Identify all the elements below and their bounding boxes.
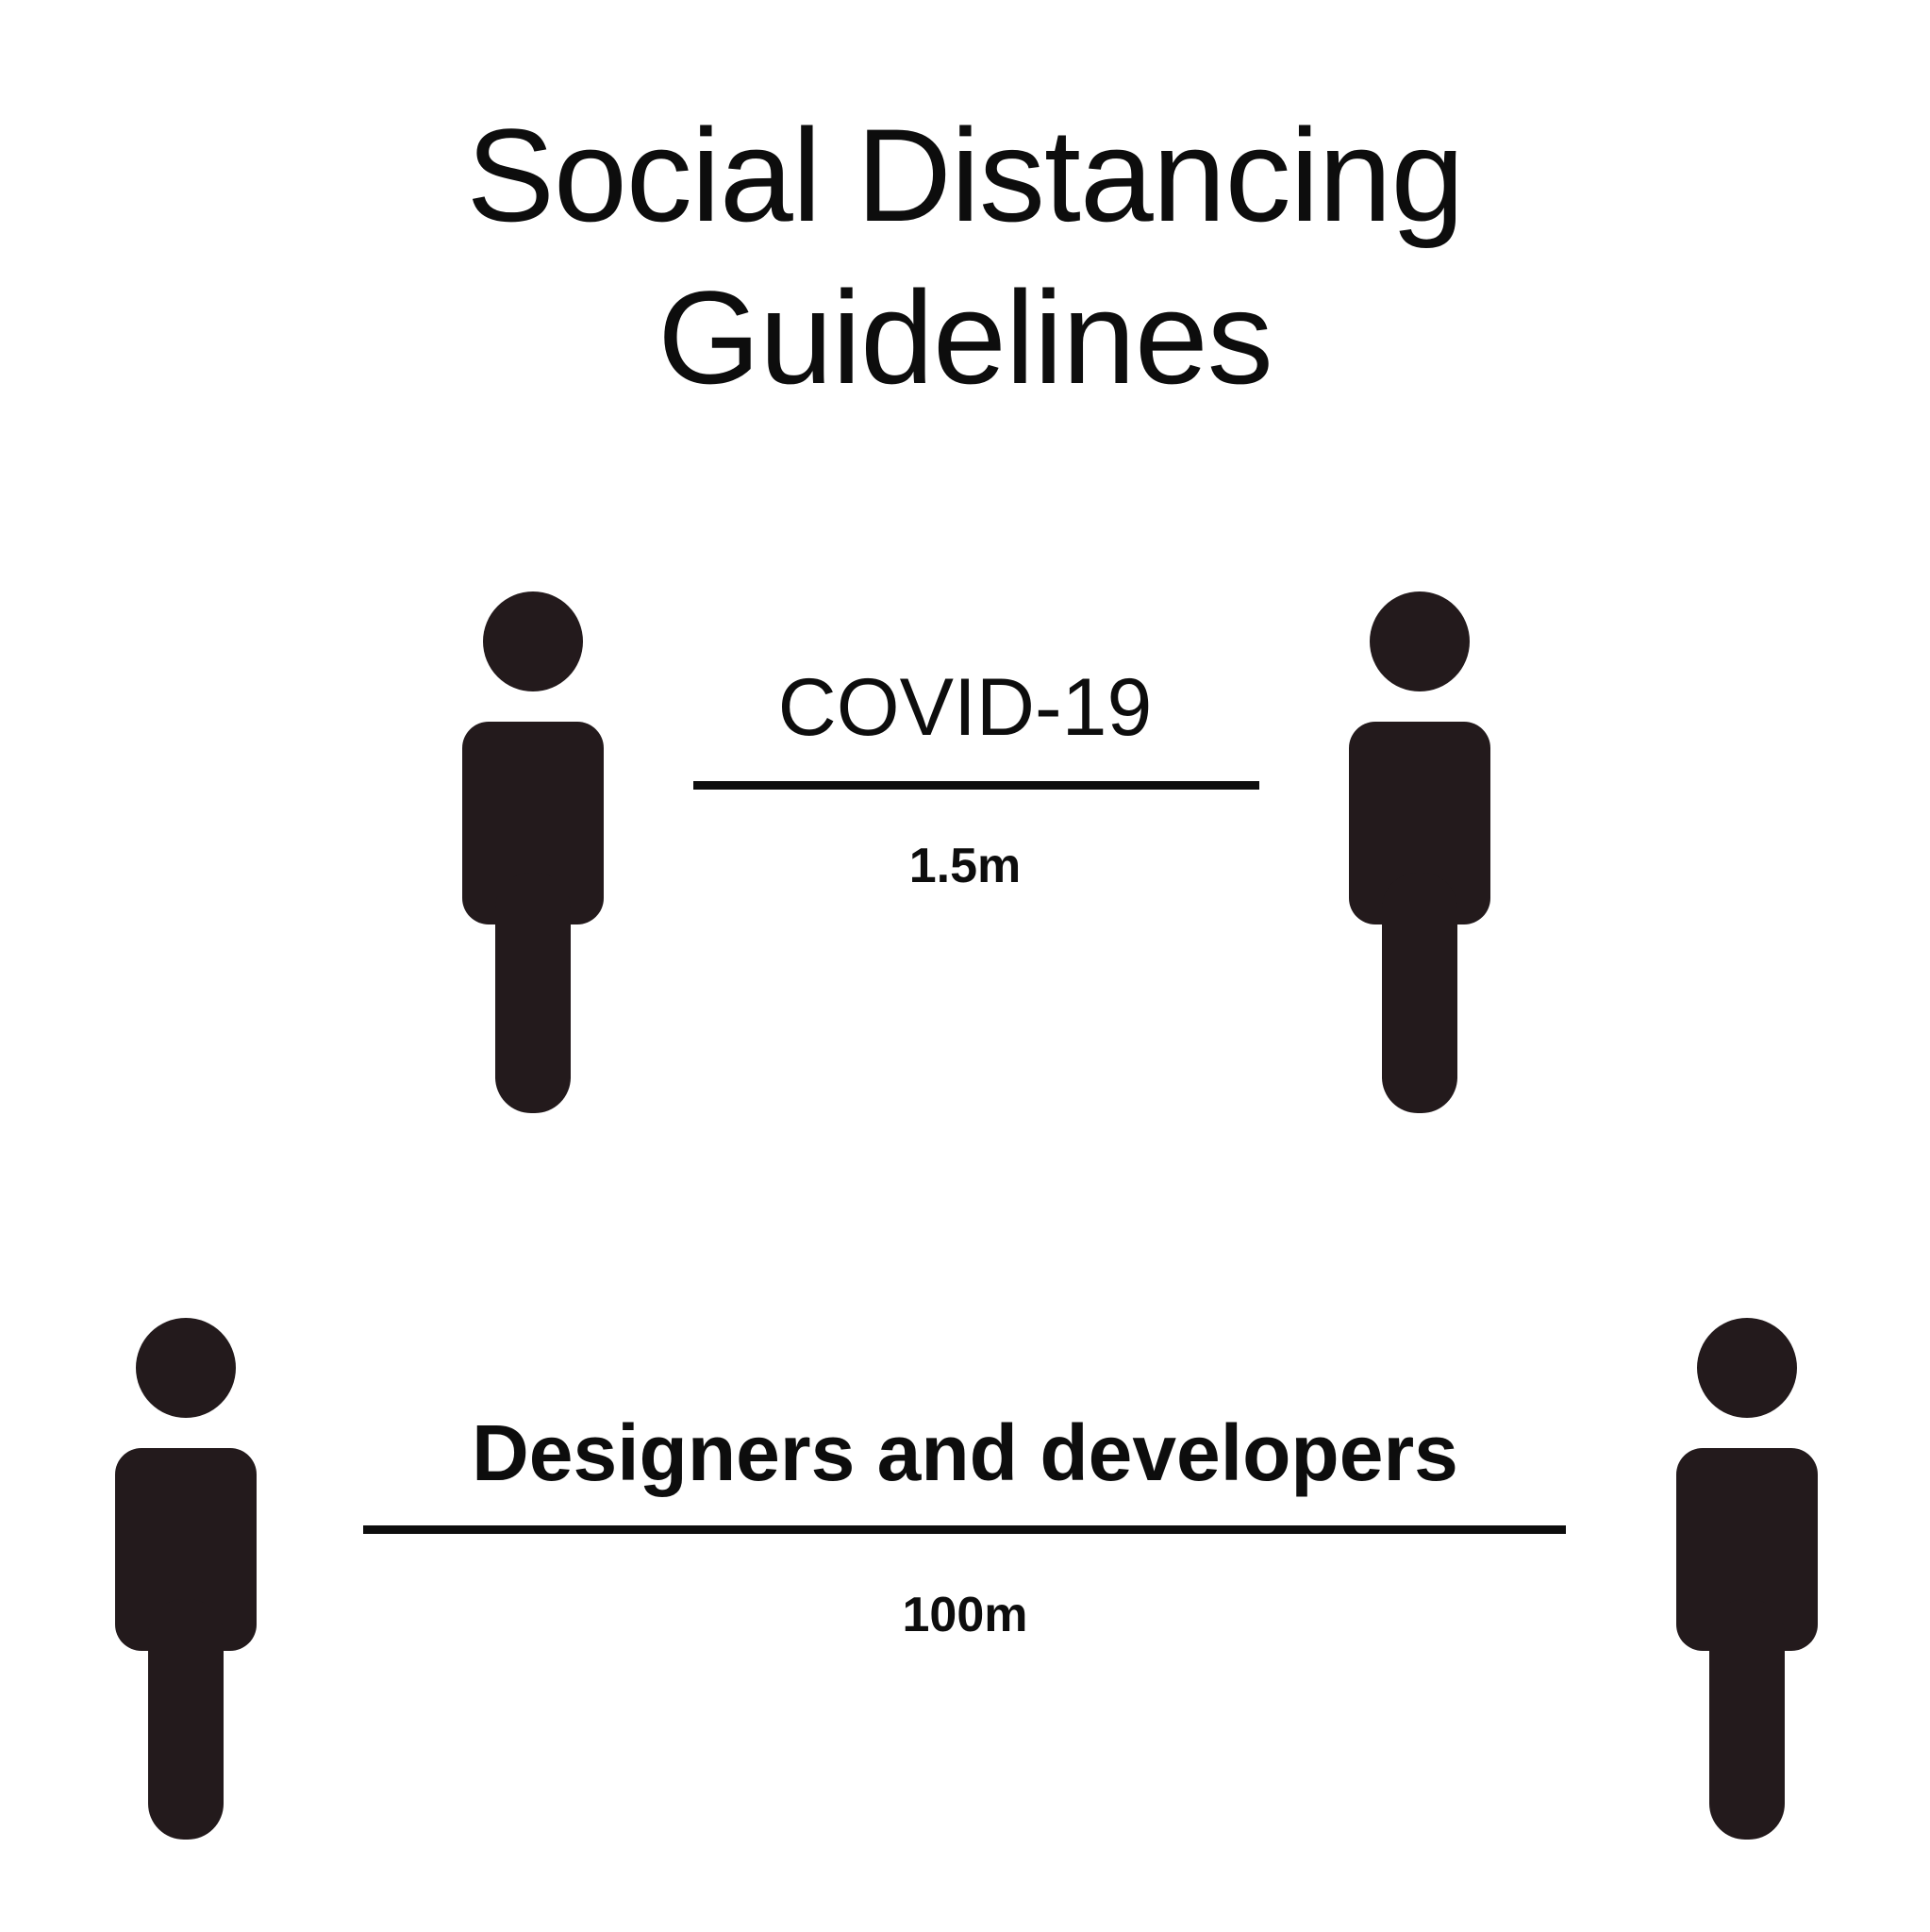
person-icon — [1672, 1316, 1822, 1844]
person-icon — [110, 1316, 261, 1844]
page-title: Social Distancing Guidelines — [0, 94, 1930, 419]
person-icon — [1344, 590, 1495, 1118]
title-line-2: Guidelines — [657, 263, 1273, 411]
covid-label: COVID-19 — [777, 662, 1153, 753]
designers-distance-line — [363, 1525, 1566, 1534]
title-line-1: Social Distancing — [466, 101, 1465, 249]
designers-developers-label: Designers and developers — [472, 1408, 1458, 1497]
covid-distance: 1.5m — [908, 839, 1022, 893]
person-icon — [458, 590, 608, 1118]
designers-distance: 100m — [902, 1588, 1028, 1642]
covid-distance-line — [693, 781, 1259, 790]
